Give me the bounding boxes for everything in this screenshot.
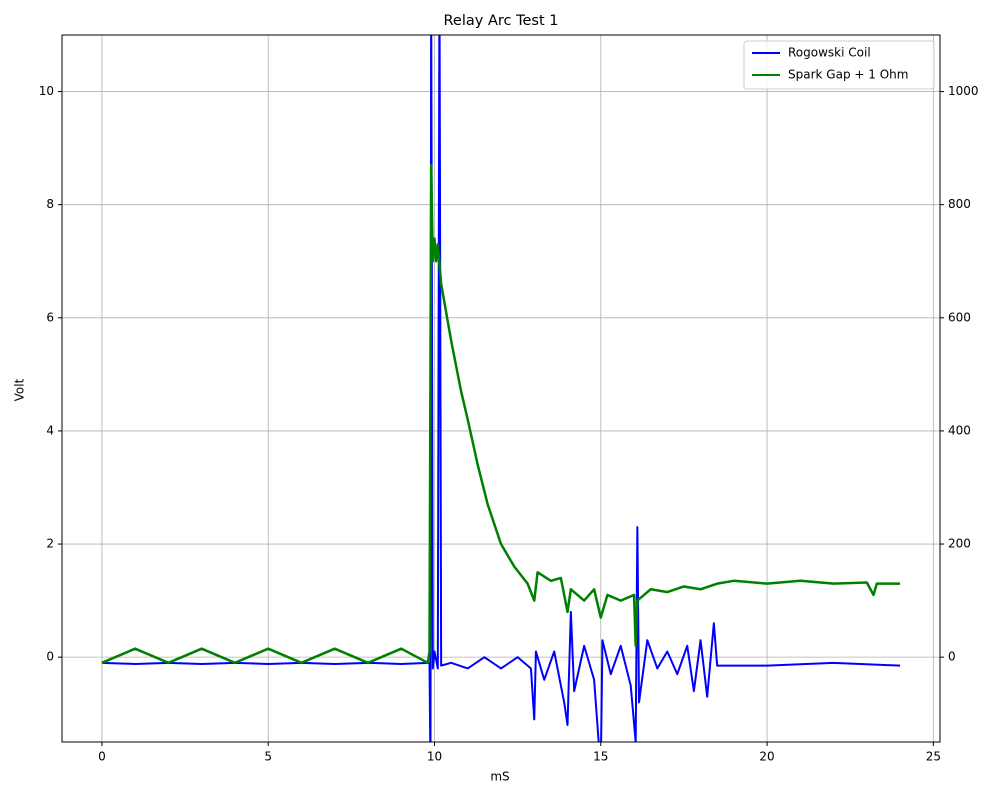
x-tick-label: 0	[98, 750, 106, 764]
ticks: 0 5 10 15 20 25 0 2 4 6 8 10 0 200 400 600 800 1000	[39, 84, 979, 763]
y2-tick-label: 800	[948, 197, 971, 211]
legend-label: Spark Gap + 1 Ohm	[788, 68, 908, 82]
series-line	[101, 163, 901, 665]
y-tick-label: 6	[46, 310, 54, 324]
y-tick-label: 8	[46, 197, 54, 211]
y-axis-label: Volt	[13, 378, 27, 401]
y-tick-label: 2	[46, 537, 54, 551]
y-tick-label: 4	[46, 423, 54, 437]
y2-tick-label: 600	[948, 310, 971, 324]
y2-tick-label: 0	[948, 650, 956, 664]
plot-area	[101, 35, 901, 742]
legend-label: Rogowski Coil	[788, 46, 871, 60]
x-axis-label: mS	[490, 770, 509, 784]
x-tick-label: 15	[593, 750, 608, 764]
x-tick-label: 20	[759, 750, 774, 764]
y2-tick-label: 400	[948, 423, 971, 437]
x-tick-label: 10	[427, 750, 442, 764]
y2-tick-label: 1000	[948, 84, 979, 98]
grid	[62, 35, 940, 742]
y2-tick-label: 200	[948, 537, 971, 551]
y-tick-label: 0	[46, 650, 54, 664]
legend: Rogowski Coil Spark Gap + 1 Ohm	[743, 40, 935, 90]
legend-box	[743, 40, 935, 90]
series-line	[101, 35, 901, 742]
axes-frame	[61, 34, 941, 743]
y-tick-label: 10	[39, 84, 54, 98]
x-tick-label: 5	[264, 750, 272, 764]
x-tick-label: 25	[926, 750, 941, 764]
chart-title: Relay Arc Test 1	[444, 13, 559, 29]
